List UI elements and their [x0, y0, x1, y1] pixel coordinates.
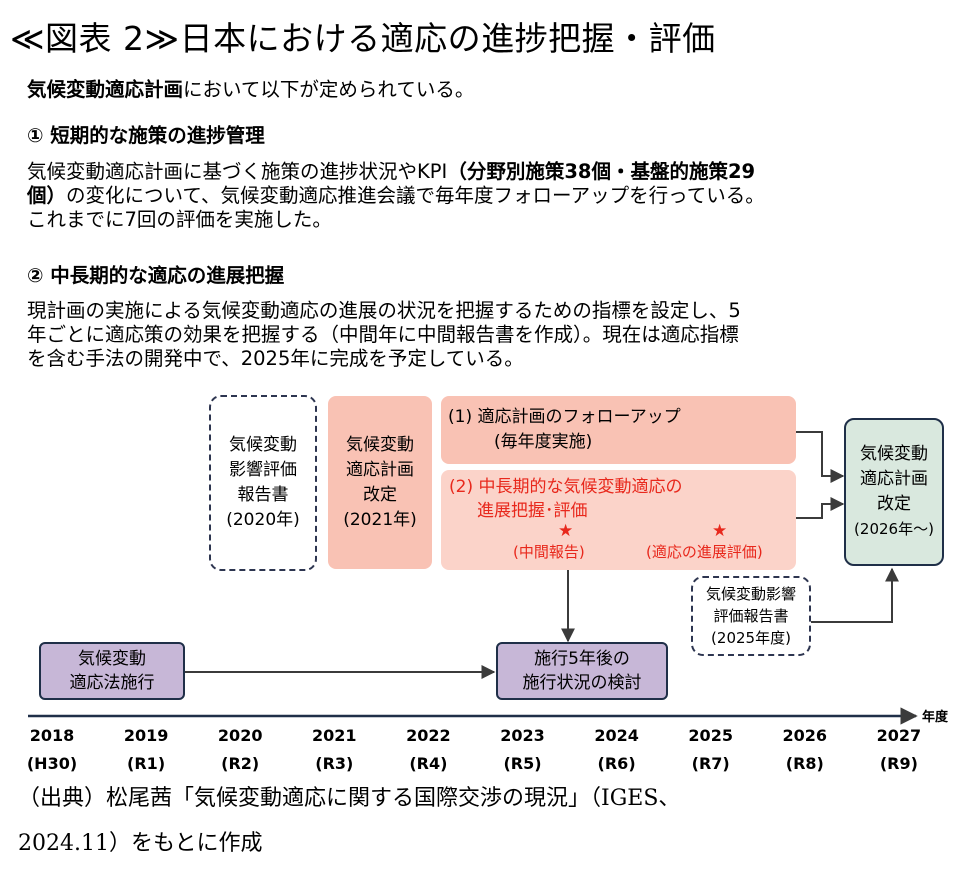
impact2020-line3: 報告書 [237, 485, 289, 505]
revision2026-line4: (2026年～) [854, 520, 934, 538]
followup-line1: (1) 適応計画のフォローアップ [448, 407, 681, 427]
source-citation: （出典）松尾茜「気候変動適応に関する国際交渉の現況」（IGES、 2024.11… [18, 776, 680, 866]
intro-text: 気候変動適応計画において以下が定められている。 [27, 78, 474, 102]
impact2020-line1: 気候変動 [229, 435, 297, 455]
year-label: 2025 (R7) [671, 722, 751, 778]
impact2025-line1: 気候変動影響 [705, 585, 796, 603]
year-value: 2024 [594, 726, 639, 745]
era-value: (R7) [691, 754, 730, 773]
impact2025-line3: (2025年度) [711, 629, 791, 647]
source-line1: （出典）松尾茜「気候変動適応に関する国際交渉の現況」（IGES、 [18, 786, 681, 811]
era-value: (R5) [503, 754, 542, 773]
revision2026-line1: 気候変動 [860, 444, 928, 464]
source-line2: 2024.11）をもとに作成 [18, 831, 263, 856]
section1-line3: これまでに7回の評価を実施した。 [27, 208, 332, 231]
section2-line3: を含む手法の開発中で、2025年に完成を予定している。 [27, 347, 524, 370]
section2-heading: ② 中長期的な適応の進展把握 [27, 264, 285, 287]
year-label: 2022 (R4) [388, 722, 468, 778]
star-icon: ★ [712, 521, 728, 541]
law-line2: 適応法施行 [69, 673, 155, 693]
year-value: 2027 [876, 726, 922, 745]
year-label: 2018 (H30) [12, 722, 92, 778]
year-value: 2025 [688, 726, 733, 745]
section1-heading: ① 短期的な施策の進捗管理 [27, 124, 265, 147]
revision2026-line2: 適応計画 [860, 469, 928, 489]
section1-body: 気候変動適応計画に基づく施策の進捗状況やKPI（分野別施策38個・基盤的施策29… [27, 160, 765, 232]
era-value: (R2) [221, 754, 260, 773]
intro-rest: において以下が定められている。 [183, 78, 475, 101]
impact2020-line4: (2020年) [226, 510, 300, 530]
era-value: (R6) [597, 754, 636, 773]
impact2025-line2: 評価報告書 [713, 607, 789, 625]
impact2020-line2: 影響評価 [229, 460, 297, 480]
era-value: (R9) [879, 754, 918, 773]
year-value: 2023 [500, 726, 545, 745]
section2-line2: 年ごとに適応策の効果を把握する（中間年に中間報告書を作成）。現在は適応指標 [27, 323, 739, 346]
year-label: 2019 (R1) [106, 722, 186, 778]
arrow-impact2025-to-revision [811, 567, 899, 623]
intro-bold: 気候変動適応計画 [27, 78, 184, 101]
revision2026-line3: 改定 [877, 494, 911, 514]
section1-line2a: 個） [27, 184, 67, 207]
year-value: 2018 [29, 726, 75, 745]
axis-label: 年度 [922, 710, 949, 725]
arrow-midlong-to-revision [796, 497, 845, 519]
review-box: 施行5年後の 施行状況の検討 [496, 642, 668, 700]
year-value: 2022 [406, 726, 451, 745]
review-line2: 施行状況の検討 [522, 673, 642, 693]
revision2021-line4: (2021年) [343, 509, 417, 530]
section2-line1: 現計画の実施による気候変動適応の進展の状況を把握するための指標を設定し、5 [27, 299, 741, 322]
year-label: 2027 (R9) [859, 722, 939, 778]
midlong-box: (2) 中長期的な気候変動適応の 進展把握･評価 ★ ★ (中間報告) (適応の… [441, 470, 796, 570]
page-title: ≪図表 2≫日本における適応の進捗把握・評価 [10, 19, 716, 58]
year-value: 2020 [217, 726, 263, 745]
law-line1: 気候変動 [78, 649, 146, 669]
era-value: (R1) [127, 754, 166, 773]
revision2021-line3: 改定 [363, 484, 397, 505]
impact-report-2025-box: 気候変動影響 評価報告書 (2025年度) [691, 576, 811, 656]
year-label: 2020 (R2) [200, 722, 280, 778]
year-value: 2026 [782, 726, 828, 745]
section1-line2b: の変化について、気候変動適応推進会議で毎年度フォローアップを行っている。 [66, 184, 765, 207]
year-label: 2023 (R5) [483, 722, 563, 778]
midlong-line1: (2) 中長期的な気候変動適応の [449, 477, 683, 497]
section1-line1a: 気候変動適応計画に基づく施策の進捗状況やKPI [27, 160, 448, 183]
midlong-mid-label: (中間報告) [513, 543, 585, 561]
followup-line2: (毎年度実施) [494, 432, 593, 452]
impact-report-2020-box: 気候変動 影響評価 報告書 (2020年) [209, 395, 317, 571]
year-value: 2019 [123, 726, 169, 745]
revision2021-line2: 適応計画 [346, 459, 414, 480]
followup-box: (1) 適応計画のフォローアップ (毎年度実施) [441, 396, 796, 464]
era-value: (R8) [785, 754, 824, 773]
review-line1: 施行5年後の [534, 649, 630, 669]
midlong-eval-label: (適応の進展評価) [646, 543, 763, 561]
year-label: 2026 (R8) [765, 722, 845, 778]
section2-body: 現計画の実施による気候変動適応の進展の状況を把握するための指標を設定し、5 年ご… [27, 299, 741, 371]
arrow-followup-to-revision [796, 431, 845, 483]
revision2021-line1: 気候変動 [346, 434, 414, 455]
star-icon: ★ [558, 521, 574, 541]
year-value: 2021 [312, 726, 357, 745]
year-label: 2024 (R6) [577, 722, 657, 778]
revision-2021-box: 気候変動 適応計画 改定 (2021年) [328, 396, 432, 569]
revision-2026-box: 気候変動 適応計画 改定 (2026年～) [844, 418, 944, 566]
section1-line1b: （分野別施策38個・基盤的施策29 [447, 160, 756, 183]
era-value: (H30) [26, 754, 78, 773]
era-value: (R4) [409, 754, 448, 773]
law-enforcement-box: 気候変動 適応法施行 [39, 642, 185, 700]
midlong-line2: 進展把握･評価 [477, 501, 588, 521]
year-label: 2021 (R3) [294, 722, 374, 778]
era-value: (R3) [315, 754, 354, 773]
